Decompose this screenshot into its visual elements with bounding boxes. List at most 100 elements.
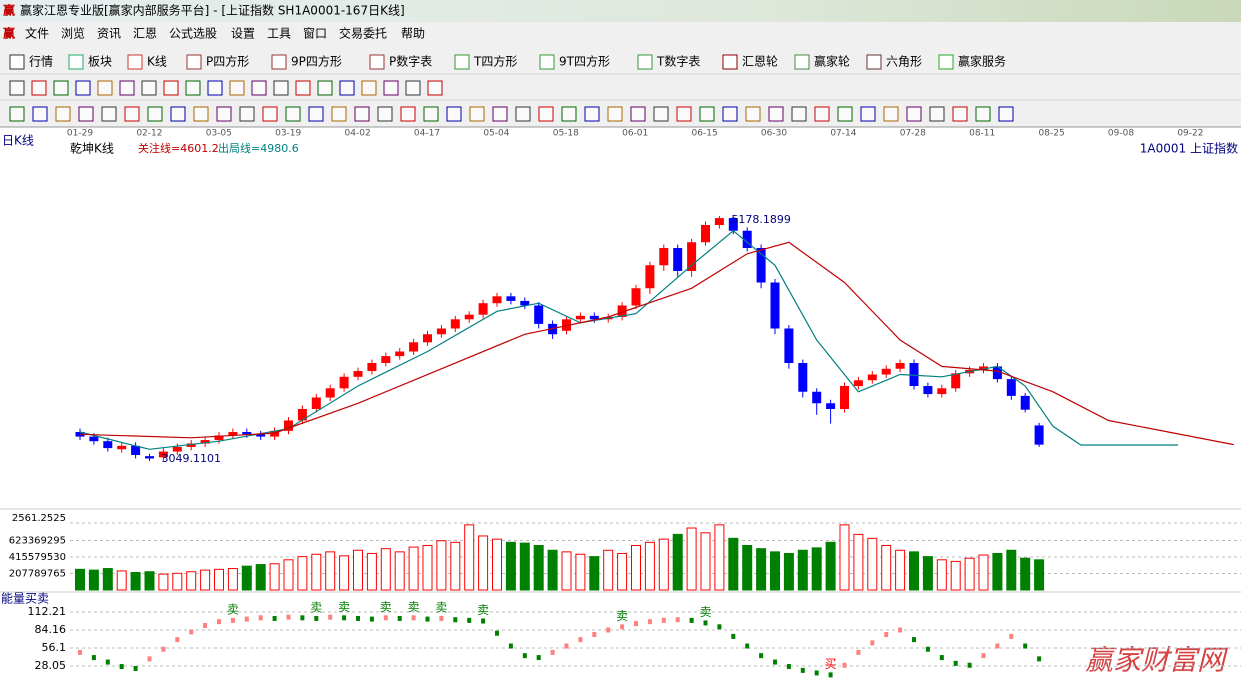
tool-icon[interactable] [295, 80, 311, 96]
toolbar-icon[interactable] [637, 54, 653, 70]
toolbar-button[interactable]: P四方形 [206, 54, 249, 69]
tool-icon[interactable] [653, 106, 669, 122]
tool-icon[interactable] [538, 106, 554, 122]
toolbar-button[interactable]: T四方形 [473, 54, 517, 69]
toolbar-icon[interactable] [722, 54, 738, 70]
toolbar-icon[interactable] [271, 54, 287, 70]
menu-item[interactable]: 工具 [267, 27, 291, 41]
tool-icon[interactable] [446, 106, 462, 122]
menu-item[interactable]: 交易委托 [339, 26, 387, 41]
tool-icon[interactable] [630, 106, 646, 122]
tool-icon[interactable] [273, 80, 289, 96]
menu-item[interactable]: 窗口 [303, 27, 327, 41]
toolbar-button[interactable]: T数字表 [656, 54, 700, 69]
tool-icon[interactable] [75, 80, 91, 96]
toolbar-button[interactable]: 行情 [29, 55, 53, 69]
tool-icon[interactable] [239, 106, 255, 122]
tool-icon[interactable] [745, 106, 761, 122]
tool-icon[interactable] [975, 106, 991, 122]
tool-icon[interactable] [699, 106, 715, 122]
tool-icon[interactable] [515, 106, 531, 122]
tool-icon[interactable] [998, 106, 1014, 122]
tool-icon[interactable] [141, 80, 157, 96]
toolbar-button[interactable]: 赢家服务 [958, 54, 1006, 69]
tool-icon[interactable] [906, 106, 922, 122]
tool-icon[interactable] [400, 106, 416, 122]
menu-item[interactable]: 设置 [231, 27, 255, 41]
tool-icon[interactable] [251, 80, 267, 96]
menu-item[interactable]: 帮助 [401, 27, 425, 41]
tool-icon[interactable] [929, 106, 945, 122]
tool-icon[interactable] [676, 106, 692, 122]
toolbar-button[interactable]: 板块 [88, 55, 112, 69]
tool-icon[interactable] [561, 106, 577, 122]
tool-icon[interactable] [170, 106, 186, 122]
toolbar-icon[interactable] [186, 54, 202, 70]
menu-item[interactable]: 资讯 [97, 27, 121, 41]
menu-item[interactable]: 公式选股 [169, 27, 217, 41]
tool-icon[interactable] [492, 106, 508, 122]
toolbar-icon[interactable] [68, 54, 84, 70]
toolbar-icon[interactable] [794, 54, 810, 70]
toolbar-icon[interactable] [454, 54, 470, 70]
tool-icon[interactable] [331, 106, 347, 122]
toolbar-icon[interactable] [9, 54, 25, 70]
tool-icon[interactable] [860, 106, 876, 122]
tool-icon[interactable] [427, 80, 443, 96]
tool-icon[interactable] [97, 80, 113, 96]
menu-item[interactable]: 文件 [25, 26, 49, 41]
tool-icon[interactable] [361, 80, 377, 96]
tool-icon[interactable] [262, 106, 278, 122]
tool-icon[interactable] [383, 80, 399, 96]
tool-icon[interactable] [607, 106, 623, 122]
tool-icon[interactable] [317, 80, 333, 96]
tool-icon[interactable] [339, 80, 355, 96]
tool-icon[interactable] [768, 106, 784, 122]
tool-icon[interactable] [163, 80, 179, 96]
tool-icon[interactable] [814, 106, 830, 122]
tool-icon[interactable] [9, 106, 25, 122]
tool-icon[interactable] [837, 106, 853, 122]
tool-icon[interactable] [584, 106, 600, 122]
menu-item[interactable]: 浏览 [61, 26, 85, 41]
toolbar-button[interactable]: P数字表 [389, 54, 432, 69]
tool-icon[interactable] [308, 106, 324, 122]
toolbar-icon[interactable] [127, 54, 143, 70]
tool-icon[interactable] [78, 106, 94, 122]
tool-icon[interactable] [55, 106, 71, 122]
tool-icon[interactable] [9, 80, 25, 96]
toolbar-button[interactable]: 9T四方形 [559, 54, 610, 69]
toolbar-button[interactable]: 9P四方形 [291, 54, 342, 69]
tool-icon[interactable] [31, 80, 47, 96]
toolbar-button[interactable]: 赢家轮 [814, 54, 850, 69]
toolbar-button[interactable]: K线 [147, 55, 167, 69]
tool-icon[interactable] [791, 106, 807, 122]
tool-icon[interactable] [185, 80, 201, 96]
tool-icon[interactable] [354, 106, 370, 122]
toolbar-button[interactable]: 汇恩轮 [742, 55, 778, 69]
tool-icon[interactable] [405, 80, 421, 96]
tool-icon[interactable] [147, 106, 163, 122]
menu-item[interactable]: 汇恩 [133, 27, 157, 41]
toolbar-icon[interactable] [938, 54, 954, 70]
tool-icon[interactable] [883, 106, 899, 122]
toolbar-icon[interactable] [866, 54, 882, 70]
tool-icon[interactable] [722, 106, 738, 122]
tool-icon[interactable] [119, 80, 135, 96]
toolbar-icon[interactable] [369, 54, 385, 70]
toolbar-icon[interactable] [539, 54, 555, 70]
tool-icon[interactable] [952, 106, 968, 122]
tool-icon[interactable] [216, 106, 232, 122]
tool-icon[interactable] [53, 80, 69, 96]
tool-icon[interactable] [229, 80, 245, 96]
toolbar-button[interactable]: 六角形 [886, 55, 922, 69]
tool-icon[interactable] [469, 106, 485, 122]
tool-icon[interactable] [285, 106, 301, 122]
tool-icon[interactable] [423, 106, 439, 122]
tool-icon[interactable] [207, 80, 223, 96]
tool-icon[interactable] [193, 106, 209, 122]
tool-icon[interactable] [32, 106, 48, 122]
tool-icon[interactable] [101, 106, 117, 122]
tool-icon[interactable] [377, 106, 393, 122]
tool-icon[interactable] [124, 106, 140, 122]
